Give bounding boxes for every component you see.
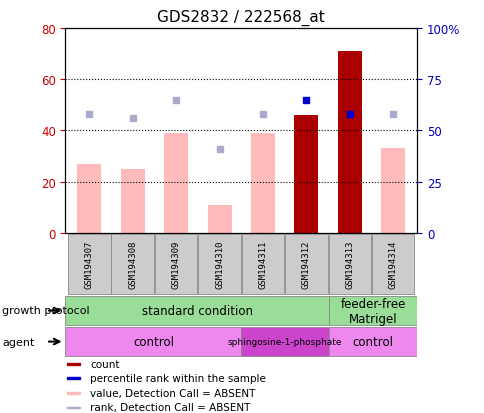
Text: percentile rank within the sample: percentile rank within the sample (90, 373, 266, 383)
Text: control: control (133, 335, 174, 348)
Text: control: control (352, 335, 393, 348)
Bar (67, 363, 80, 365)
Bar (154, 234, 197, 295)
Text: agent: agent (2, 337, 35, 347)
Bar (285, 234, 327, 295)
Text: GSM194307: GSM194307 (85, 240, 94, 288)
Bar (329, 328, 416, 356)
Text: standard condition: standard condition (141, 304, 252, 317)
Bar (67, 377, 80, 379)
Bar (241, 234, 284, 295)
Bar (111, 234, 154, 295)
Bar (67, 392, 80, 394)
Bar (121, 169, 144, 233)
Bar (371, 234, 414, 295)
Text: value, Detection Call = ABSENT: value, Detection Call = ABSENT (90, 388, 255, 398)
Bar (380, 149, 404, 233)
Bar (77, 164, 101, 233)
Text: sphingosine-1-phosphate: sphingosine-1-phosphate (227, 337, 342, 346)
Title: GDS2832 / 222568_at: GDS2832 / 222568_at (157, 10, 324, 26)
Bar (328, 234, 370, 295)
Text: GSM194314: GSM194314 (388, 240, 397, 288)
Bar (67, 406, 80, 408)
Bar (65, 328, 241, 356)
Text: growth protocol: growth protocol (2, 306, 90, 316)
Text: rank, Detection Call = ABSENT: rank, Detection Call = ABSENT (90, 402, 250, 413)
Bar (241, 328, 329, 356)
Text: GSM194313: GSM194313 (345, 240, 354, 288)
Bar (65, 297, 329, 325)
Bar (251, 134, 274, 233)
Text: GSM194311: GSM194311 (258, 240, 267, 288)
Text: GSM194308: GSM194308 (128, 240, 137, 288)
Bar (164, 134, 188, 233)
Bar (294, 116, 318, 233)
Text: count: count (90, 359, 120, 369)
Bar (337, 52, 361, 233)
Bar (198, 234, 241, 295)
Text: feeder-free
Matrigel: feeder-free Matrigel (340, 297, 405, 325)
Bar (207, 205, 231, 233)
Bar (329, 297, 416, 325)
Bar (68, 234, 110, 295)
Text: GSM194309: GSM194309 (171, 240, 181, 288)
Text: GSM194312: GSM194312 (301, 240, 310, 288)
Text: GSM194310: GSM194310 (214, 240, 224, 288)
